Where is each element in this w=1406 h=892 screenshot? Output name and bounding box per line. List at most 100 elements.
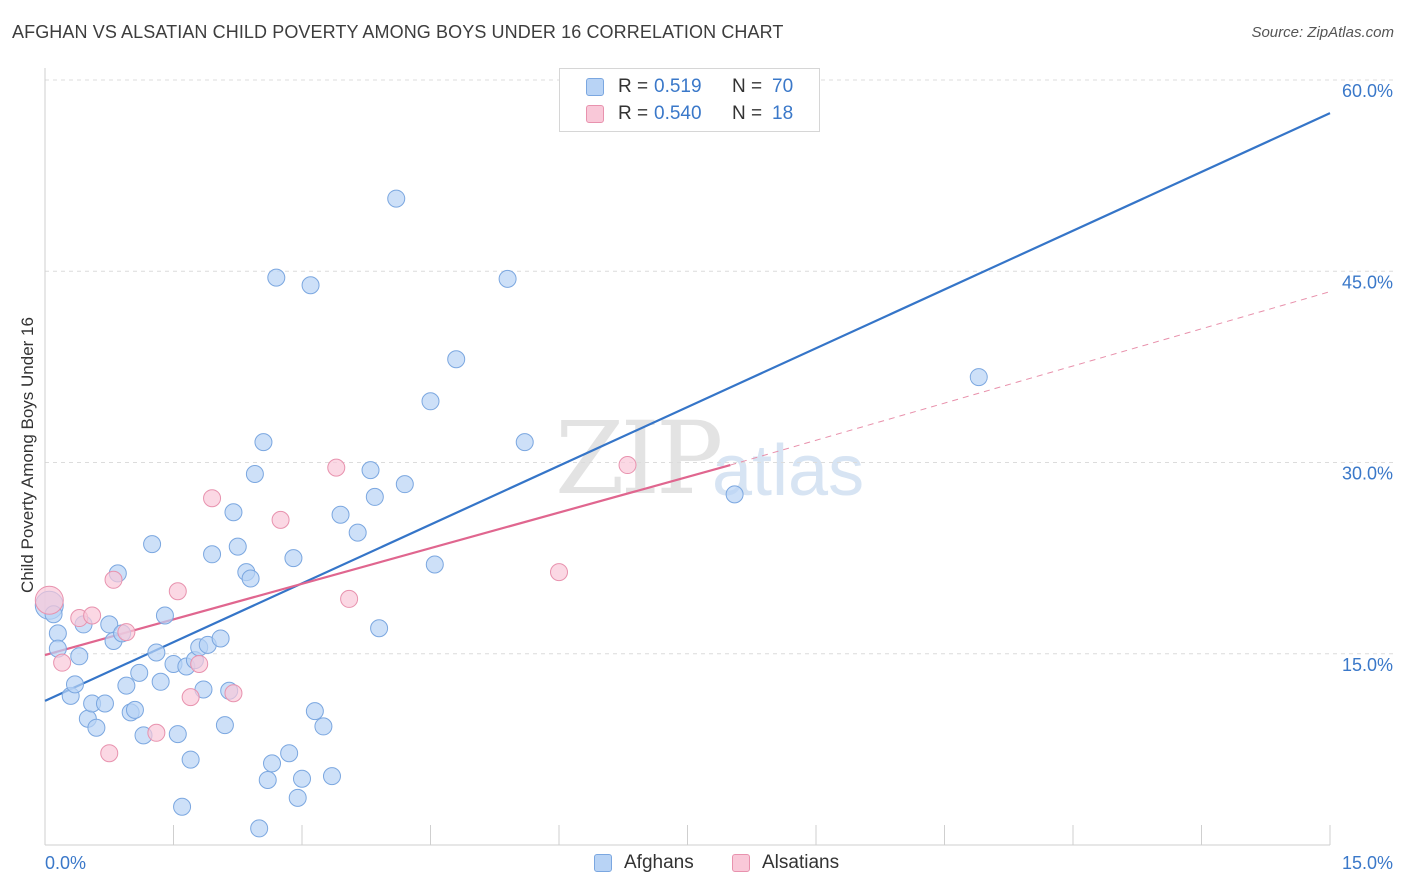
alsatians-trend-line xyxy=(44,463,731,657)
afghans-swatch xyxy=(594,854,612,872)
afghans-point xyxy=(447,350,466,369)
alsatians-swatch xyxy=(586,105,604,123)
y-tick-label: 60.0% xyxy=(1342,81,1393,101)
afghans-point xyxy=(969,368,988,387)
afghans-point xyxy=(284,549,303,568)
n-value: 70 xyxy=(772,76,794,97)
y-axis-label: Child Poverty Among Boys Under 16 xyxy=(18,317,37,593)
alsatians-label: Alsatians xyxy=(762,852,840,873)
alsatians-point xyxy=(83,606,102,625)
r-label: R = xyxy=(618,76,649,97)
tick-labels: 15.0% 30.0% 45.0% 60.0% 0.0% 15.0% xyxy=(45,81,1393,873)
r-label: R = xyxy=(618,103,649,124)
afghans-point xyxy=(301,276,320,295)
r-value: 0.540 xyxy=(654,103,702,124)
afghans-point xyxy=(331,505,350,524)
n-label: N = xyxy=(732,76,763,97)
alsatians-point xyxy=(190,654,209,673)
afghans-point xyxy=(288,788,307,807)
afghans-point xyxy=(173,797,192,816)
afghans-point xyxy=(263,754,282,773)
alsatians-swatch xyxy=(732,854,750,872)
afghans-swatch xyxy=(586,78,604,96)
source-label: Source: ZipAtlas.com xyxy=(1251,24,1394,41)
y-tick-label: 45.0% xyxy=(1342,272,1393,292)
n-label: N = xyxy=(732,103,763,124)
afghans-point xyxy=(254,433,273,452)
afghans-point xyxy=(425,555,444,574)
afghans-point xyxy=(130,663,149,682)
afghans-point xyxy=(395,475,414,494)
afghans-point xyxy=(147,643,166,662)
afghans-point xyxy=(245,464,264,483)
alsatians-point xyxy=(53,653,72,672)
afghans-point xyxy=(70,647,89,666)
afghans-point xyxy=(370,619,389,638)
afghans-point xyxy=(305,702,324,721)
alsatians-point xyxy=(618,456,637,475)
watermark-zip: ZIP xyxy=(555,400,723,517)
afghans-point xyxy=(725,485,744,504)
afghans-point xyxy=(361,461,380,480)
alsatians-point xyxy=(340,589,359,608)
afghans-point xyxy=(168,725,187,744)
afghans-point xyxy=(241,569,260,588)
y-tick-label: 15.0% xyxy=(1342,655,1393,675)
alsatians-point xyxy=(550,563,568,582)
legend-item-alsatians[interactable]: Alsatians xyxy=(732,852,839,874)
alsatians-point xyxy=(203,489,222,508)
afghans-point xyxy=(203,545,222,564)
afghans-point xyxy=(267,268,286,287)
alsatians-point xyxy=(168,582,187,601)
afghans-point xyxy=(48,624,67,643)
afghans-point xyxy=(100,615,119,634)
trend-lines xyxy=(44,112,1331,702)
afghans-label: Afghans xyxy=(624,852,694,873)
afghans-point xyxy=(322,767,341,786)
afghans-trend-line xyxy=(44,112,1331,702)
afghans-point xyxy=(258,770,277,789)
alsatians-point xyxy=(271,510,290,529)
afghans-point xyxy=(348,523,367,542)
afghans-point xyxy=(421,392,440,411)
x-tick-label: 0.0% xyxy=(45,853,86,873)
correlation-legend: R = 0.519 N = 70 R = 0.540 N = 18 xyxy=(559,68,820,132)
afghans-point xyxy=(95,694,114,713)
afghans-point xyxy=(498,269,517,288)
afghans-point xyxy=(211,629,230,648)
afghans-point xyxy=(65,675,84,694)
legend-row-afghans: R = 0.519 N = 70 xyxy=(586,75,793,99)
afghans-point xyxy=(280,744,299,763)
alsatians-trend-line xyxy=(730,291,1331,466)
afghans-point xyxy=(250,819,269,838)
legend-row-alsatians: R = 0.540 N = 18 xyxy=(586,102,793,126)
afghans-point xyxy=(143,535,162,554)
alsatians-point xyxy=(117,623,136,642)
alsatians-point xyxy=(181,688,200,707)
afghans-point xyxy=(314,717,333,736)
alsatians-point xyxy=(147,723,166,742)
afghans-point xyxy=(87,718,106,737)
afghans-point xyxy=(224,503,243,522)
alsatians-point xyxy=(224,684,243,703)
afghans-point xyxy=(387,189,406,208)
legend-item-afghans[interactable]: Afghans xyxy=(594,852,694,874)
alsatians-point xyxy=(327,458,346,477)
alsatians-point xyxy=(34,585,64,615)
x-tick-label: 15.0% xyxy=(1342,853,1393,873)
alsatians-point xyxy=(100,744,119,763)
afghans-point xyxy=(515,433,534,452)
series-legend: Afghans Alsatians xyxy=(0,852,1406,876)
afghans-point xyxy=(365,487,384,506)
afghans-point xyxy=(215,716,234,735)
y-tick-label: 30.0% xyxy=(1342,464,1393,484)
afghans-point xyxy=(228,537,247,556)
chart-title: AFGHAN VS ALSATIAN CHILD POVERTY AMONG B… xyxy=(12,22,784,42)
afghans-point xyxy=(125,700,144,719)
afghans-point xyxy=(155,606,174,625)
afghans-point xyxy=(293,769,311,788)
n-value: 18 xyxy=(772,103,794,124)
alsatians-point xyxy=(104,570,123,589)
afghans-point xyxy=(117,676,136,695)
